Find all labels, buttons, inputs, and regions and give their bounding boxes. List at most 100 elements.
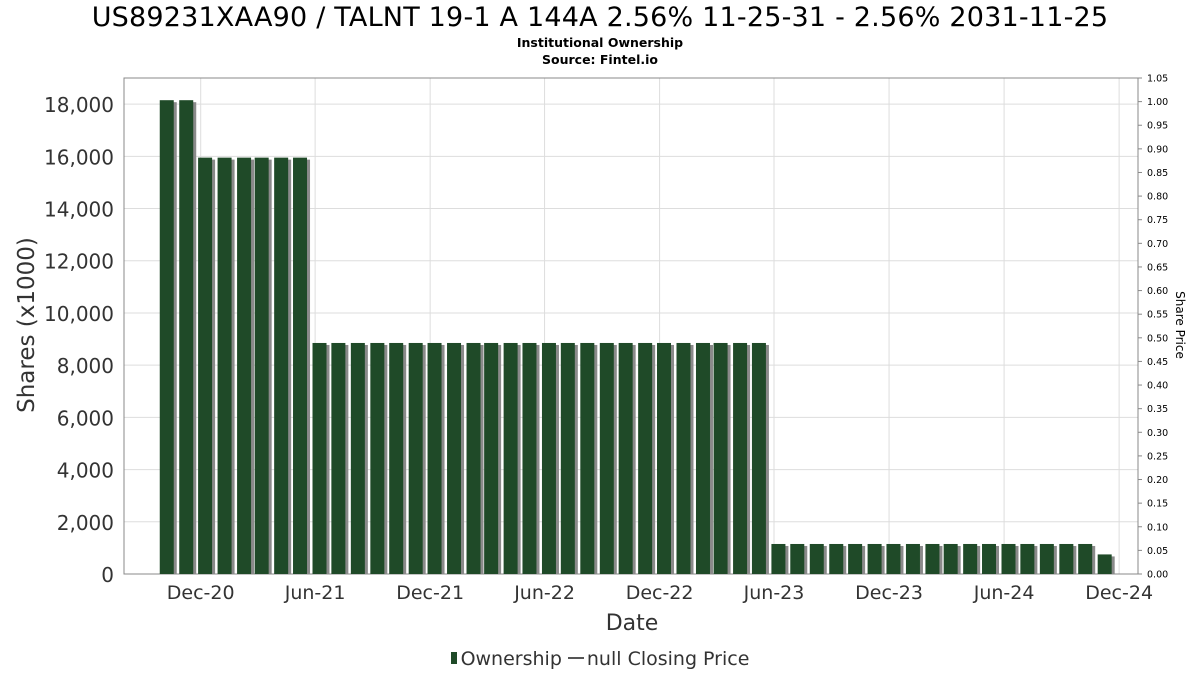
ownership-bar xyxy=(580,342,595,574)
y2-tick-label: 0.55 xyxy=(1147,310,1168,321)
x-tick-label: Dec-22 xyxy=(626,582,694,604)
y-tick-label: 0 xyxy=(101,563,114,587)
x-tick-label: Jun-23 xyxy=(743,582,805,604)
y2-tick-label: 0.30 xyxy=(1147,428,1168,439)
y-tick-label: 18,000 xyxy=(44,93,114,117)
ownership-bar xyxy=(1097,554,1112,574)
ownership-bar xyxy=(254,157,269,575)
ownership-bar xyxy=(790,543,805,574)
chart-source: Source: Fintel.io xyxy=(542,52,658,67)
ownership-swatch xyxy=(450,651,457,664)
y2-tick-label: 0.75 xyxy=(1147,215,1168,226)
legend: Ownership null Closing Price xyxy=(0,648,1200,670)
ownership-bar xyxy=(886,543,901,574)
ownership-bar xyxy=(503,342,518,574)
ownership-bar xyxy=(1039,543,1054,574)
y2-tick-label: 0.25 xyxy=(1147,451,1168,462)
ownership-bar xyxy=(733,342,748,574)
ownership-bar xyxy=(466,342,481,574)
ownership-bar xyxy=(350,342,365,574)
y-tick-label: 4,000 xyxy=(57,459,114,483)
y2-tick-label: 0.85 xyxy=(1147,168,1168,179)
y2-tick-label: 0.45 xyxy=(1147,357,1168,368)
ownership-chart: 0 2,000 4,000 6,000 8,000 10,000 12,000 14,000 1… xyxy=(14,74,1187,637)
y2-tick-label: 0.20 xyxy=(1147,475,1168,486)
price-line-swatch xyxy=(567,656,584,659)
x-tick-label: Jun-24 xyxy=(973,582,1035,604)
x-tick-label: Dec-20 xyxy=(167,582,235,604)
ownership-bar xyxy=(274,157,289,575)
x-tick-label: Dec-24 xyxy=(1085,582,1153,604)
ownership-bar xyxy=(217,157,232,575)
ownership-bar xyxy=(389,342,404,574)
y-tick-label: 8,000 xyxy=(57,354,114,378)
ownership-bar xyxy=(638,342,653,574)
y2-tick-label: 0.65 xyxy=(1147,262,1168,273)
chart-title: US89231XAA90 / TALNT 19-1 A 144A 2.56% 1… xyxy=(91,2,1109,33)
bars-group xyxy=(159,100,1115,575)
y2-axis-ticks: 0.00 0.05 0.10 0.15 0.20 0.25 0.30 0.35 0.40 0.45… xyxy=(1138,74,1168,581)
y2-axis-label: Share Price xyxy=(1173,291,1187,359)
grid-lines xyxy=(124,78,1138,574)
ownership-bar xyxy=(867,543,882,574)
ownership-bar xyxy=(370,342,385,574)
ownership-bar xyxy=(618,342,633,574)
ownership-bar xyxy=(541,342,556,574)
x-axis-ticks: Dec-20 Jun-21 Dec-21 Jun-22 Dec-22 Jun-23 Dec-… xyxy=(167,582,1153,604)
ownership-bar xyxy=(905,543,920,574)
ownership-bar xyxy=(963,543,978,574)
y2-tick-label: 0.95 xyxy=(1147,121,1168,132)
ownership-bar xyxy=(1001,543,1016,574)
ownership-bar xyxy=(925,543,940,574)
y2-tick-label: 0.70 xyxy=(1147,239,1168,250)
ownership-bar xyxy=(1059,543,1074,574)
y2-tick-label: 0.50 xyxy=(1147,333,1168,344)
y2-tick-label: 0.35 xyxy=(1147,404,1168,415)
y2-tick-label: 0.05 xyxy=(1147,546,1168,557)
y-tick-label: 12,000 xyxy=(44,250,114,274)
ownership-bar xyxy=(982,543,997,574)
y2-tick-label: 0.80 xyxy=(1147,192,1168,203)
ownership-bar xyxy=(809,543,824,574)
ownership-bar xyxy=(560,342,575,574)
y-tick-label: 14,000 xyxy=(44,198,114,222)
y-tick-label: 10,000 xyxy=(44,302,114,326)
ownership-bar xyxy=(657,342,672,574)
chart-subtitle: Institutional Ownership xyxy=(516,35,684,50)
y2-tick-label: 1.00 xyxy=(1147,97,1168,108)
ownership-bar xyxy=(159,100,174,574)
ownership-bar xyxy=(829,543,844,574)
ownership-bar xyxy=(293,157,308,575)
ownership-bar xyxy=(1078,543,1093,574)
ownership-bar xyxy=(943,543,958,574)
y-tick-label: 2,000 xyxy=(57,511,114,535)
ownership-bar xyxy=(484,342,499,574)
ownership-bar xyxy=(312,342,327,574)
ownership-bar xyxy=(408,342,423,574)
x-tick-label: Jun-22 xyxy=(513,582,575,604)
y2-tick-label: 0.00 xyxy=(1147,570,1168,581)
ownership-bar xyxy=(522,342,537,574)
ownership-bar xyxy=(848,543,863,574)
y2-tick-label: 0.60 xyxy=(1147,286,1168,297)
ownership-bar xyxy=(695,342,710,574)
y-axis-ticks: 0 2,000 4,000 6,000 8,000 10,000 12,000 14,000 1… xyxy=(44,93,114,587)
legend-price: null Closing Price xyxy=(586,648,750,670)
y-axis-label: Shares (x1000) xyxy=(14,237,40,413)
x-axis-label: Date xyxy=(606,611,659,636)
ownership-bar xyxy=(427,342,442,574)
ownership-bar xyxy=(179,100,194,574)
y-tick-label: 6,000 xyxy=(57,406,114,430)
ownership-bar xyxy=(237,157,252,575)
y2-tick-label: 0.10 xyxy=(1147,522,1168,533)
legend-ownership: Ownership xyxy=(460,648,562,670)
x-tick-label: Jun-21 xyxy=(284,582,346,604)
ownership-bar xyxy=(713,342,728,574)
ownership-bar xyxy=(1020,543,1035,574)
ownership-bar xyxy=(198,157,213,575)
ownership-bar xyxy=(751,342,766,574)
ownership-bar xyxy=(676,342,691,574)
y2-tick-label: 1.05 xyxy=(1147,74,1168,85)
ownership-bar xyxy=(771,543,786,574)
ownership-bar xyxy=(331,342,346,574)
